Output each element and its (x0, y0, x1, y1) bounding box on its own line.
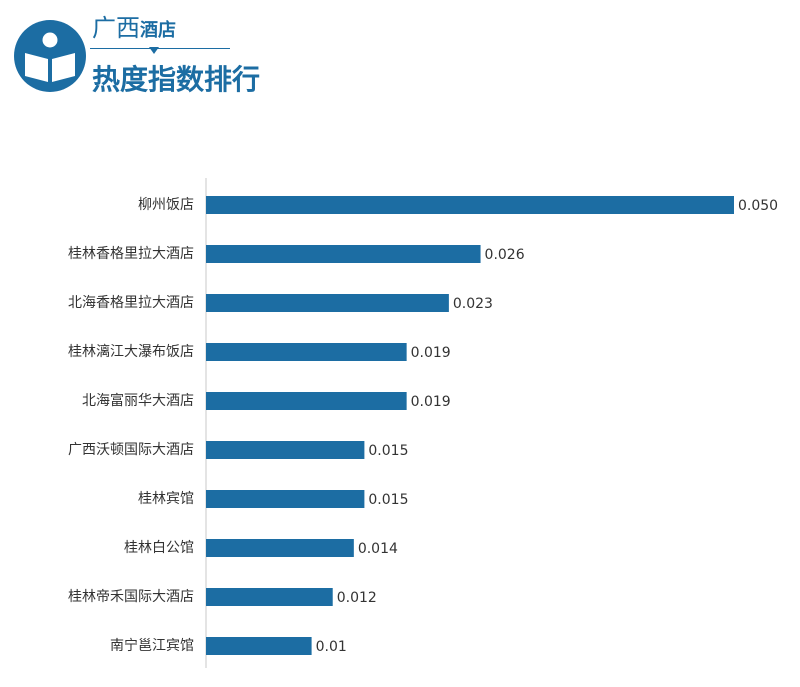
bar (206, 637, 312, 655)
value-label: 0.014 (358, 541, 398, 557)
bar (206, 490, 365, 508)
bar (206, 539, 354, 557)
category-label: 桂林宾馆 (138, 491, 194, 507)
title-top: 广西酒店 (92, 8, 176, 44)
title-pointer-icon (149, 47, 159, 54)
bar (206, 343, 407, 361)
value-label: 0.01 (316, 639, 347, 655)
value-label: 0.026 (485, 247, 525, 263)
category-label: 桂林香格里拉大酒店 (68, 246, 194, 262)
open-book-icon (14, 20, 86, 92)
value-label: 0.019 (411, 345, 451, 361)
value-label: 0.015 (368, 443, 408, 459)
bar (206, 392, 407, 410)
title-region: 广西 (92, 14, 140, 42)
value-label: 0.019 (411, 394, 451, 410)
category-label: 广西沃顿国际大酒店 (68, 442, 194, 458)
value-label: 0.023 (453, 296, 493, 312)
category-label: 南宁邕江宾馆 (110, 637, 194, 654)
bar (206, 245, 481, 263)
category-label: 桂林白公馆 (124, 540, 194, 556)
category-label: 北海富丽华大酒店 (82, 392, 194, 409)
value-label: 0.012 (337, 590, 377, 606)
value-label: 0.050 (738, 198, 778, 214)
bar (206, 441, 365, 459)
category-label: 北海香格里拉大酒店 (68, 295, 194, 311)
bar (206, 588, 333, 606)
title-suffix: 酒店 (140, 20, 176, 41)
value-label: 0.015 (368, 492, 408, 508)
category-label: 桂林漓江大瀑布饭店 (68, 343, 194, 360)
bar (206, 294, 449, 312)
chart-title: 热度指数排行 (92, 63, 261, 96)
category-label: 柳州饭店 (138, 196, 194, 213)
header: 广西酒店 热度指数排行 (0, 0, 800, 110)
bar (206, 196, 734, 214)
category-label: 桂林帝禾国际大酒店 (68, 589, 194, 605)
title-divider (90, 48, 230, 49)
bars-group: 柳州饭店 0.050 桂林香格里拉大酒店 0.026 北海香格里拉大酒店 0.023 桂林漓… (68, 196, 778, 655)
